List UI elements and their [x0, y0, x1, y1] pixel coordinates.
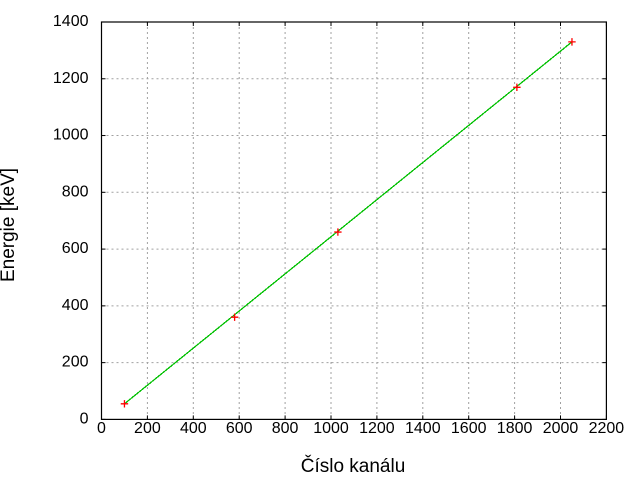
svg-text:0: 0 [97, 420, 106, 437]
svg-text:1400: 1400 [53, 13, 89, 30]
svg-text:1800: 1800 [497, 420, 533, 437]
svg-text:200: 200 [62, 354, 89, 371]
svg-text:1200: 1200 [53, 70, 89, 87]
svg-text:800: 800 [62, 183, 89, 200]
svg-text:600: 600 [62, 240, 89, 257]
svg-text:2200: 2200 [589, 420, 625, 437]
svg-text:600: 600 [226, 420, 253, 437]
svg-text:1400: 1400 [405, 420, 441, 437]
svg-text:400: 400 [62, 297, 89, 314]
svg-text:0: 0 [80, 410, 89, 427]
svg-text:1200: 1200 [359, 420, 395, 437]
svg-text:Energie [keV]: Energie [keV] [0, 168, 19, 282]
svg-text:2000: 2000 [543, 420, 579, 437]
svg-text:800: 800 [272, 420, 299, 437]
svg-text:400: 400 [180, 420, 207, 437]
svg-text:1600: 1600 [451, 420, 487, 437]
svg-text:1000: 1000 [53, 127, 89, 144]
svg-text:200: 200 [134, 420, 161, 437]
svg-text:1000: 1000 [313, 420, 349, 437]
svg-text:Číslo kanálu: Číslo kanálu [301, 455, 406, 477]
